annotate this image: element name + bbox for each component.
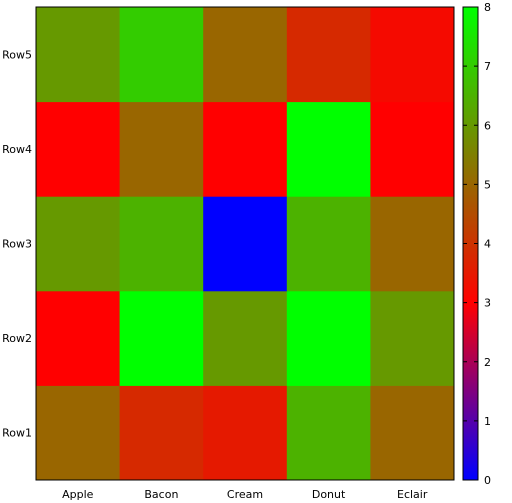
colorbar-tick-label: 6 bbox=[484, 119, 491, 132]
colorbar-tick-label: 0 bbox=[484, 474, 491, 487]
colorbar-ticks: 0 1 2 3 4 5 6 7 8 bbox=[463, 1, 491, 487]
x-tick-label: Apple bbox=[62, 488, 94, 501]
heatmap-cell-row2-donut bbox=[286, 290, 371, 386]
y-tick-label: Row4 bbox=[2, 143, 32, 156]
colorbar-tick-label: 1 bbox=[484, 415, 491, 428]
heatmap-cell-row3-donut bbox=[286, 196, 371, 292]
colorbar-tick-label: 5 bbox=[484, 178, 491, 191]
colorbar-tick-label: 2 bbox=[484, 356, 491, 369]
heatmap-cell-row5-donut bbox=[286, 7, 371, 103]
y-tick-label: Row1 bbox=[2, 427, 32, 440]
heatmap-cell-row5-cream bbox=[203, 7, 288, 103]
x-tick-label: Donut bbox=[312, 488, 346, 501]
colorbar-tick-label: 3 bbox=[484, 297, 491, 310]
plot-frame bbox=[35, 6, 455, 481]
x-tick-labels: Apple Bacon Cream Donut Eclair bbox=[62, 488, 428, 501]
y-tick-label: Row2 bbox=[2, 332, 32, 345]
x-tick-label: Eclair bbox=[397, 488, 428, 501]
colorbar-tick-label: 4 bbox=[484, 238, 491, 251]
heatmap-cell-row2-bacon bbox=[119, 290, 204, 386]
heatmap-cell-row1-bacon bbox=[119, 385, 204, 481]
heatmap-cell-row4-bacon bbox=[119, 101, 204, 197]
heatmap-cell-row5-eclair bbox=[370, 7, 455, 103]
heatmap-cell-row3-eclair bbox=[370, 196, 455, 292]
heatmap-cell-row4-eclair bbox=[370, 101, 455, 197]
heatmap-cell-row3-apple bbox=[36, 196, 121, 292]
heatmap-cell-row2-cream bbox=[203, 290, 288, 386]
heatmap-cell-row3-bacon bbox=[119, 196, 204, 292]
heatmap-cell-row1-apple bbox=[36, 385, 121, 481]
heatmap-cell-row1-cream bbox=[203, 385, 288, 481]
x-tick-label: Bacon bbox=[144, 488, 178, 501]
heatmap-cell-row4-cream bbox=[203, 101, 288, 197]
x-tick-label: Cream bbox=[227, 488, 263, 501]
heatmap-cells bbox=[36, 7, 455, 481]
y-tick-label: Row3 bbox=[2, 238, 32, 251]
heatmap-cell-row5-apple bbox=[36, 7, 121, 103]
heatmap-cell-row4-donut bbox=[286, 101, 371, 197]
colorbar-tick-label: 7 bbox=[484, 60, 491, 73]
heatmap-cell-row5-bacon bbox=[119, 7, 204, 103]
y-tick-label: Row5 bbox=[2, 48, 32, 61]
colorbar-tick-label: 8 bbox=[484, 1, 491, 14]
heatmap-cell-row4-apple bbox=[36, 101, 121, 197]
heatmap-cell-row1-donut bbox=[286, 385, 371, 481]
heatmap-cell-row1-eclair bbox=[370, 385, 455, 481]
heatmap-cell-row2-apple bbox=[36, 290, 121, 386]
heatmap-cell-row2-eclair bbox=[370, 290, 455, 386]
y-tick-labels: Row1 Row2 Row3 Row4 Row5 bbox=[2, 48, 32, 439]
heatmap-cell-row3-cream bbox=[203, 196, 288, 292]
